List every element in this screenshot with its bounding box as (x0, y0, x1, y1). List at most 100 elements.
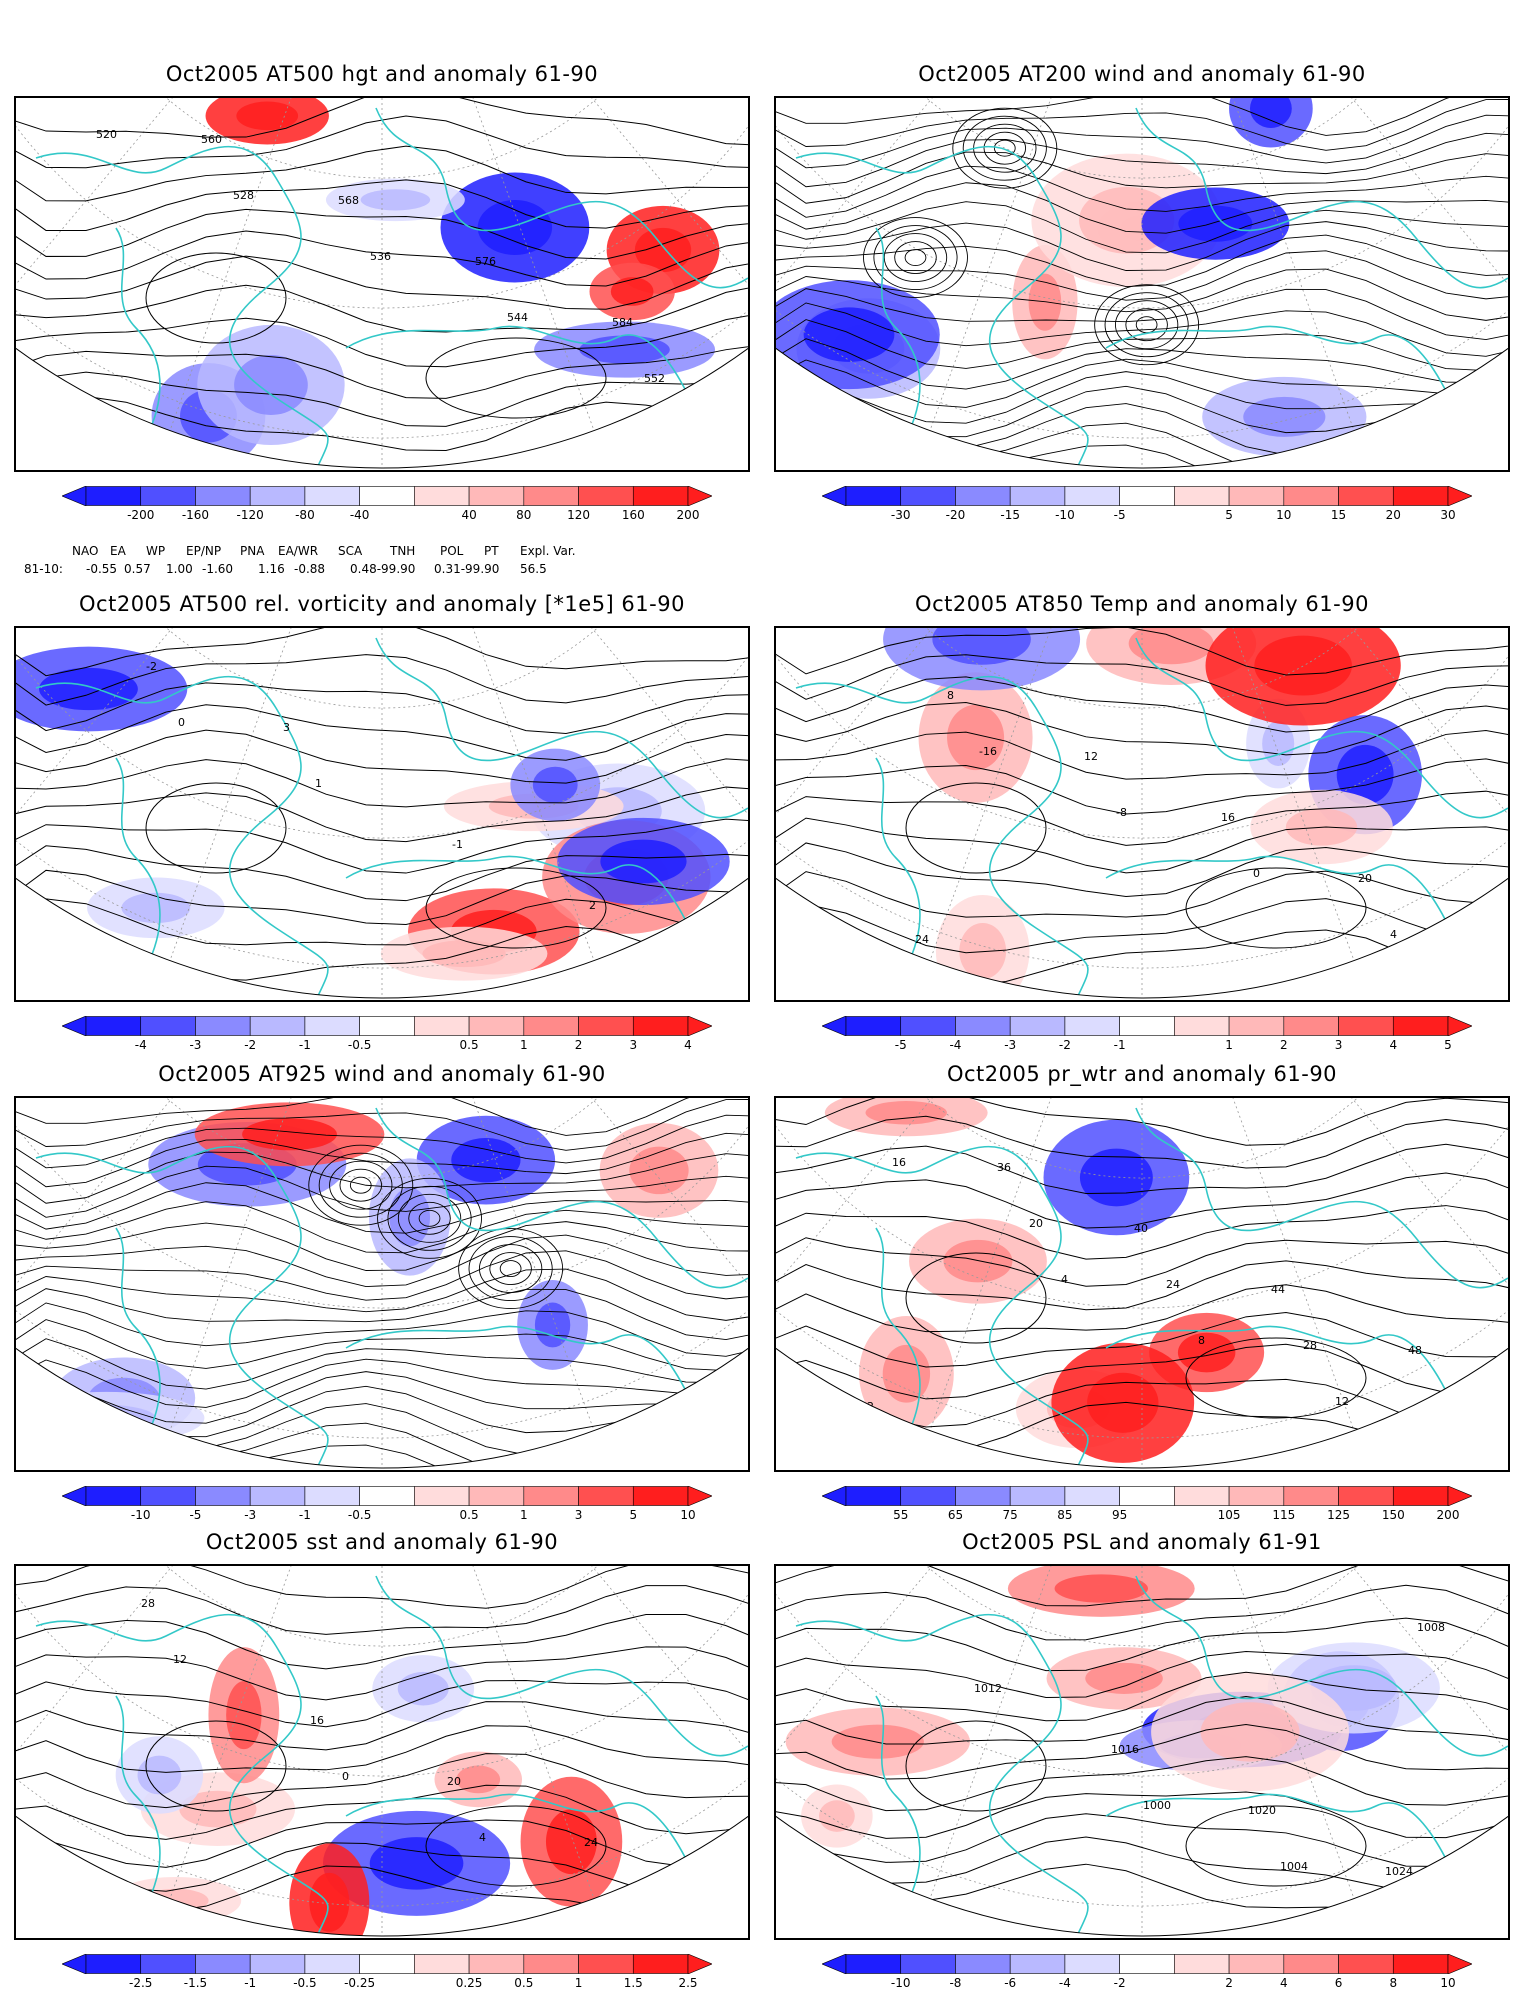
contour-line (16, 1646, 748, 1701)
map-plot (16, 1098, 748, 1469)
contour-label: 24 (1166, 1278, 1180, 1291)
anomaly-shading-core (137, 1755, 182, 1795)
meridian (381, 1566, 748, 1853)
map-frame: 4 8 12 16 20 24 28 32 36 40 44 48 (774, 1096, 1510, 1472)
vortex-streamline (397, 1193, 462, 1243)
colorbar (62, 1954, 712, 1974)
index-value: -1.60 (202, 562, 234, 576)
domain-boundary (16, 1815, 748, 1937)
colorbar-box (414, 1486, 470, 1506)
colorbar-low-arrow (62, 1486, 87, 1506)
coastline (875, 1695, 921, 1907)
colorbar-box (140, 486, 196, 506)
map-plot: -16 -8 0 4 8 12 16 20 24 (776, 628, 1508, 999)
vortex-streamline (458, 1228, 564, 1310)
index-name: PT (484, 544, 499, 558)
colorbar-box (955, 1954, 1011, 1974)
panel-title: Oct2005 AT925 wind and anomaly 61-90 (158, 1062, 606, 1086)
vortex-streamline (468, 1236, 553, 1302)
colorbar-box (468, 1954, 525, 1974)
colorbar-high-arrow (687, 1954, 712, 1974)
colorbar-box (414, 486, 470, 506)
vortex-streamline (1094, 284, 1200, 366)
contour-line (776, 654, 1508, 706)
colorbar-labels: -4 -3 -2 -1 -0.5 0.5 1 2 3 4 (62, 1038, 712, 1054)
colorbar-high-arrow (687, 1486, 712, 1506)
colorbar-tick-label: 0.5 (459, 1038, 479, 1052)
colorbar-box (1228, 486, 1285, 506)
colorbar-tick-label: 5 (1444, 1038, 1452, 1052)
colorbar-tick-label: -0.5 (293, 1976, 317, 1990)
anomaly-shading-core (1085, 1662, 1163, 1694)
meridian (381, 1098, 622, 1468)
vortex-streamline (904, 249, 927, 266)
colorbar-tick-label: -5 (189, 1508, 202, 1522)
vortex-streamline (952, 107, 1058, 189)
closed-contour (1185, 867, 1367, 949)
colorbar-box (1009, 1016, 1066, 1036)
contour-label: 520 (96, 128, 117, 141)
contour-label: 24 (915, 933, 929, 946)
coastline (35, 1145, 329, 1468)
colorbar-box (1338, 486, 1394, 506)
contour-label: 544 (507, 311, 528, 324)
streamline (16, 1358, 748, 1408)
contour-line (776, 1237, 1508, 1287)
meridian (1141, 98, 1382, 468)
colorbar-high-arrow (1447, 486, 1472, 506)
contour-line (776, 1566, 1508, 1607)
coastline (35, 145, 329, 468)
meridian (16, 1566, 383, 1667)
colorbar-tick-label: -6 (1004, 1976, 1017, 1990)
coastline (1105, 1325, 1477, 1468)
coastline (115, 757, 161, 969)
anomaly-shading-core (1243, 396, 1326, 437)
colorbar-tick-label: -8 (949, 1976, 962, 1990)
colorbar-tick-label: 105 (1217, 1508, 1241, 1522)
contour-line (776, 1260, 1508, 1311)
colorbar-box (955, 486, 1011, 506)
coastline (375, 637, 748, 819)
vortex-streamline (308, 1144, 414, 1226)
contour-label: 1 (315, 777, 322, 790)
streamline (16, 1371, 748, 1424)
contour-line (16, 395, 748, 451)
streamline (776, 250, 1508, 301)
colorbar-tick-label: -10 (1055, 508, 1075, 522)
contour-label: 3 (283, 721, 290, 734)
colorbar-low-arrow (62, 1016, 87, 1036)
colorbar-box (632, 486, 689, 506)
colorbar-tick-label: -40 (349, 508, 370, 522)
colorbar-box (900, 1016, 956, 1036)
vortex-streamline (377, 1177, 482, 1259)
coastline (1135, 1575, 1508, 1757)
anomaly-shading-core (882, 1344, 931, 1403)
colorbar-box (1174, 1016, 1230, 1036)
contour-line (16, 1566, 748, 1609)
colorbar-box (359, 1954, 415, 1974)
coastline (115, 227, 161, 439)
contour-label: 4 (1390, 928, 1397, 941)
coastline (375, 1107, 748, 1289)
map-frame (14, 1096, 750, 1472)
anomaly-shading-core (57, 1404, 156, 1431)
contour-label: 1008 (1417, 1621, 1445, 1634)
vortex-streamline (894, 241, 937, 274)
contour-line (776, 1671, 1508, 1722)
anomaly-shading-core (1128, 628, 1214, 665)
contour-label: 584 (612, 316, 633, 329)
colorbar-tick-label: -15 (1000, 508, 1020, 522)
vortex-streamline (318, 1152, 403, 1218)
anomaly-shading-core (1200, 1702, 1300, 1762)
colorbar (62, 1016, 712, 1036)
contour-label: 528 (233, 189, 254, 202)
contour-line (776, 1584, 1508, 1641)
contour-line (16, 230, 748, 287)
coastline (375, 1575, 748, 1757)
contour-label: 16 (1221, 811, 1235, 824)
panel-title: Oct2005 AT500 hgt and anomaly 61-90 (165, 62, 599, 86)
streamline (16, 1268, 748, 1321)
colorbar-tick-label: 80 (516, 508, 532, 522)
index-name: EA/WR (278, 544, 319, 558)
contour-label: 1012 (974, 1682, 1002, 1695)
